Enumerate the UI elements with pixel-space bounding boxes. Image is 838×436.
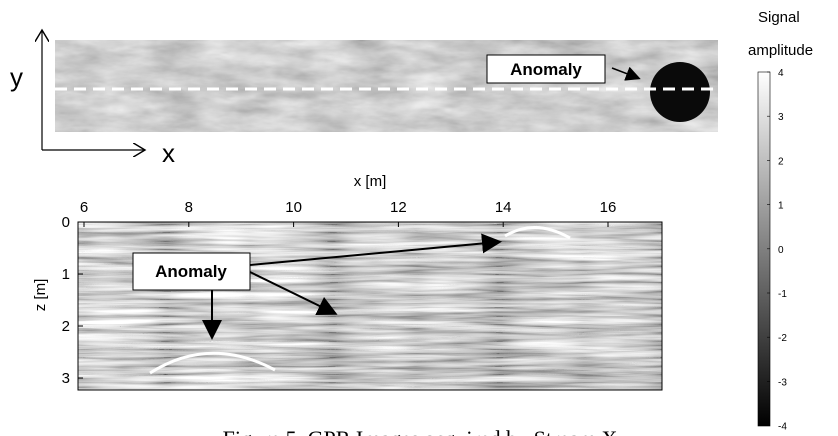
colorbar-tick-label: 3 xyxy=(778,112,784,123)
y-axis-label: z [m] xyxy=(32,279,49,312)
y-axis-label: y xyxy=(10,62,23,92)
colorbar-title: Signal xyxy=(758,9,800,26)
colorbar-tick-label: -2 xyxy=(778,333,787,344)
x-tick-label: 8 xyxy=(185,199,193,216)
x-axis-label: x [m] xyxy=(354,173,387,190)
colorbar-tick-label: 1 xyxy=(778,201,784,212)
y-tick-label: 0 xyxy=(62,214,70,231)
colorbar-tick-label: 4 xyxy=(778,68,784,79)
annotation-arrow xyxy=(249,271,338,315)
plot-frame xyxy=(77,221,663,391)
annotation-box xyxy=(132,252,251,291)
colorbar-tick-label: 2 xyxy=(778,156,784,167)
y-tick-label: 3 xyxy=(62,370,70,387)
top-radar-image xyxy=(55,40,718,132)
colorbar-title: amplitude xyxy=(748,42,813,59)
x-tick-label: 10 xyxy=(285,199,302,216)
anomaly-blob xyxy=(650,62,710,122)
annotation-box xyxy=(486,54,606,84)
colorbar-tick-label: -4 xyxy=(778,422,787,433)
hyperbola xyxy=(504,226,571,240)
annotation-arrow xyxy=(249,233,502,266)
hyperbola xyxy=(149,351,276,375)
annotation: Anomaly xyxy=(155,262,227,281)
y-tick-label: 2 xyxy=(62,318,70,335)
colorbar-tick-label: -3 xyxy=(778,377,787,388)
colorbar-tick-label: 0 xyxy=(778,245,784,256)
caption: Figure 5. GPR Images acquired by Stream … xyxy=(223,426,618,436)
x-axis-label: x xyxy=(162,138,175,168)
x-tick-label: 16 xyxy=(600,199,617,216)
colorbar-tick-label: -1 xyxy=(778,289,787,300)
annotation: Anomaly xyxy=(510,60,582,79)
x-tick-label: 14 xyxy=(495,199,512,216)
x-tick-label: 12 xyxy=(390,199,407,216)
x-tick-label: 6 xyxy=(80,199,88,216)
bottom-radargram xyxy=(78,222,662,390)
y-tick-label: 1 xyxy=(62,266,70,283)
annotation-arrow xyxy=(611,66,641,81)
